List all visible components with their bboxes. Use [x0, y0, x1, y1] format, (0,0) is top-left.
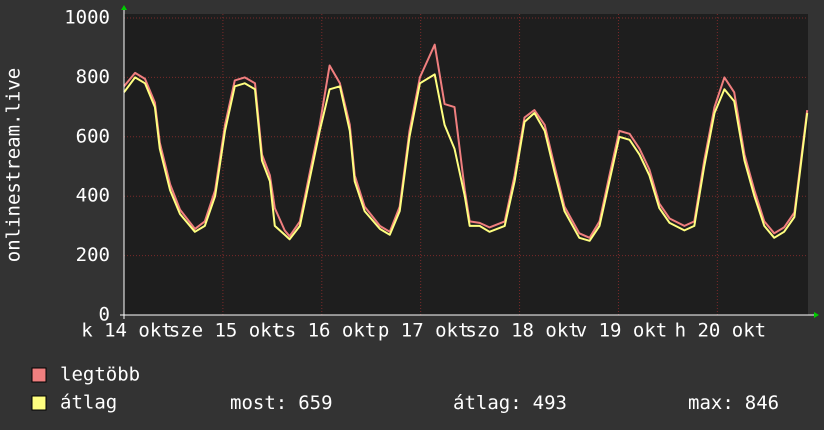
- x-tick-label: p 17 okt: [378, 320, 470, 342]
- y-tick-label: 400: [76, 185, 110, 207]
- axis-arrow: [814, 312, 819, 318]
- y-tick-label: 200: [76, 244, 110, 266]
- x-tick-label: h 20 okt: [675, 320, 767, 342]
- stat: most: 659: [230, 392, 333, 414]
- stat-label: max:: [688, 392, 734, 414]
- stat-value: 659: [298, 392, 332, 414]
- series-line: [123, 73, 809, 242]
- x-tick-label: cs 16 okt: [273, 320, 376, 342]
- axis-arrow: [121, 5, 127, 10]
- x-tick-label: szo 18 okt: [465, 320, 579, 342]
- stat: max: 846: [688, 392, 779, 414]
- legend-label: átlag: [60, 392, 117, 414]
- y-axis-label: onlinestream.live: [3, 68, 25, 262]
- x-tick-label: v 19 okt: [576, 320, 668, 342]
- plot-area: [124, 14, 808, 315]
- legend-label: legtöbb: [60, 364, 140, 386]
- y-tick-label: 0: [99, 304, 110, 326]
- y-tick-label: 1000: [64, 7, 110, 29]
- stat-label: átlag:: [453, 392, 522, 414]
- legend-swatch: [31, 395, 47, 411]
- stat-value: 846: [745, 392, 779, 414]
- legend-swatch: [31, 367, 47, 383]
- stat-value: 493: [533, 392, 567, 414]
- stat-label: most:: [230, 392, 287, 414]
- x-tick-label: k 14 okt: [81, 320, 173, 342]
- x-tick-label: sze 15 okt: [169, 320, 283, 342]
- stat: átlag: 493: [453, 392, 567, 414]
- y-tick-label: 800: [76, 66, 110, 88]
- y-tick-label: 600: [76, 125, 110, 147]
- series-line: [123, 43, 809, 239]
